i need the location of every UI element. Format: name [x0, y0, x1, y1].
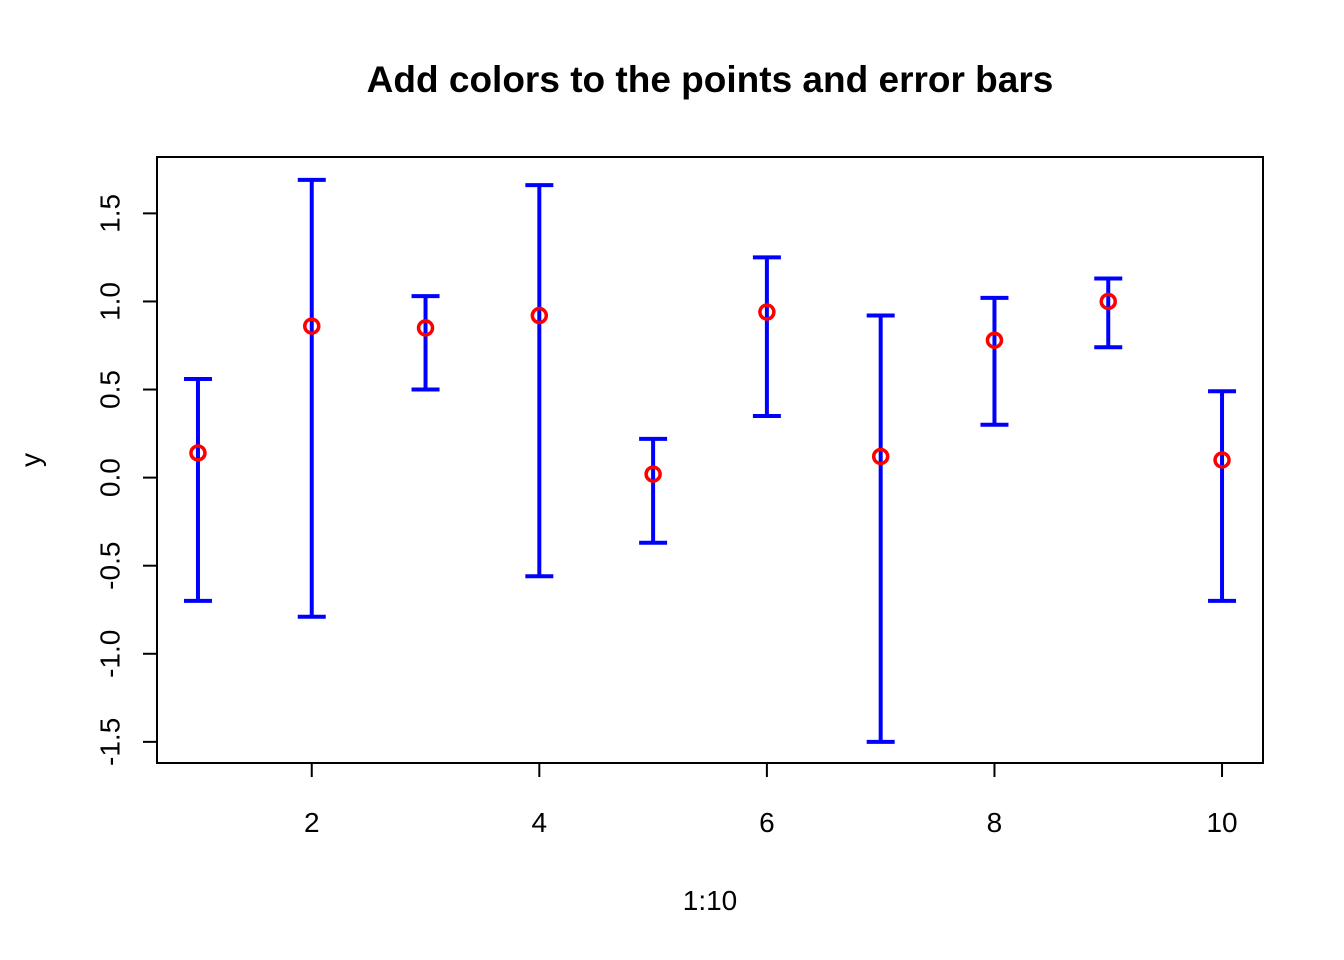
data-point [1099, 292, 1118, 311]
error-bar [183, 376, 212, 603]
y-tick-label: -1.5 [95, 718, 126, 766]
data-point [189, 444, 207, 462]
x-axis-label: 1:10 [683, 885, 738, 916]
error-bar [752, 255, 781, 418]
data-point [871, 447, 890, 466]
y-tick-label: 1.0 [95, 282, 126, 321]
x-tick-label: 4 [532, 807, 548, 838]
error-bars-group [183, 177, 1237, 744]
x-tick-label: 2 [304, 807, 320, 838]
y-tick-label: -1.0 [95, 630, 126, 678]
error-bar [639, 436, 668, 545]
data-point [302, 317, 321, 335]
error-bar [866, 313, 895, 744]
x-axis: 2 4 6 8 10 [304, 762, 1238, 838]
y-tick-label: 1.5 [95, 194, 126, 233]
chart-title: Add colors to the points and error bars [367, 59, 1054, 100]
data-point [1213, 451, 1231, 469]
y-tick-label: 0.5 [95, 370, 126, 409]
y-tick-label: 0.0 [95, 458, 126, 497]
data-point [985, 331, 1004, 349]
error-bar [1208, 389, 1237, 603]
error-bar [1094, 276, 1123, 350]
y-axis: -1.5 -1.0 -0.5 0.0 0.5 1.0 1.5 [95, 194, 158, 766]
y-axis-label: y [15, 453, 46, 467]
data-point [416, 319, 435, 337]
x-tick-label: 10 [1206, 807, 1237, 838]
data-point [758, 303, 776, 321]
error-bar [525, 183, 554, 579]
x-tick-label: 6 [759, 807, 775, 838]
data-point [530, 306, 549, 325]
x-tick-label: 8 [987, 807, 1003, 838]
error-bar [297, 177, 326, 619]
y-tick-label: -0.5 [95, 542, 126, 590]
data-point [644, 465, 662, 483]
points-group [189, 292, 1231, 483]
error-bar [411, 294, 440, 392]
error-bar [980, 295, 1009, 427]
